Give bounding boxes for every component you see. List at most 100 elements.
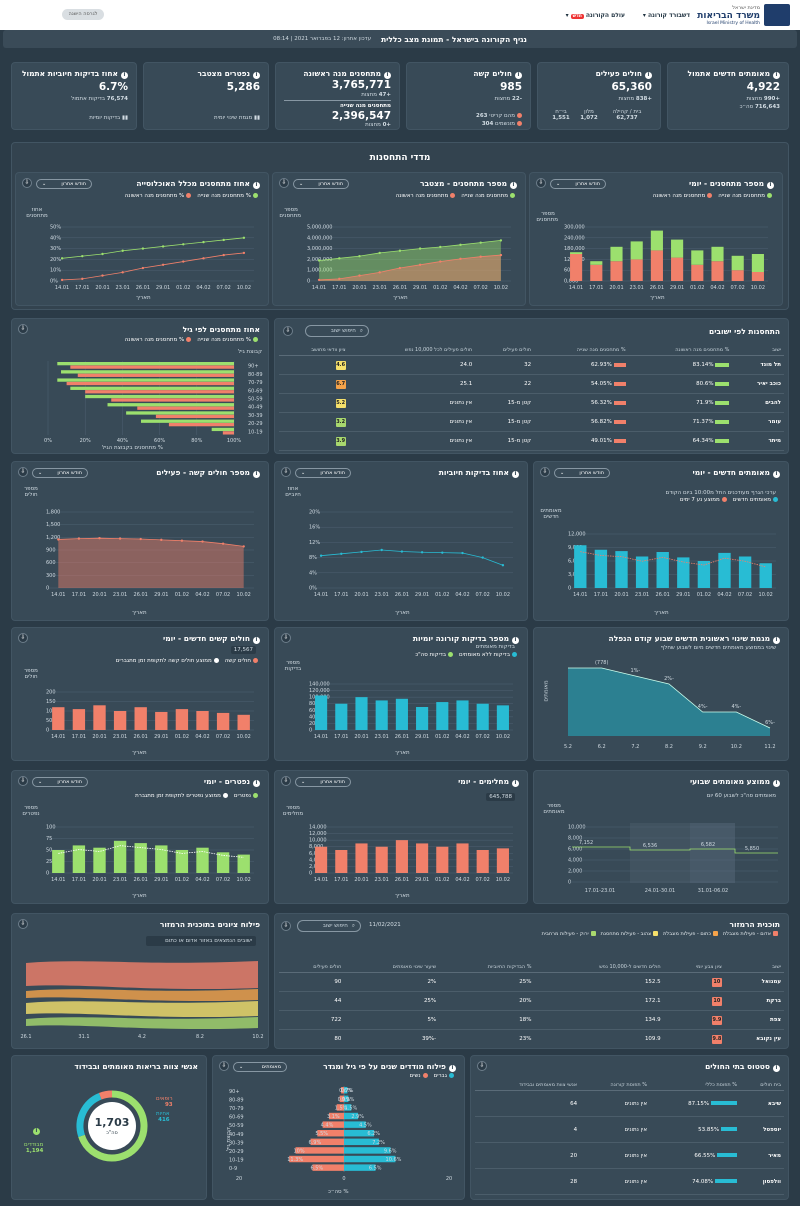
nav-corona-world[interactable]: עולם הקורונה חדש ▾ <box>565 12 625 19</box>
info-icon[interactable]: i <box>449 1065 456 1072</box>
old-version-button[interactable]: לגרסה הישנה <box>62 9 104 20</box>
positive-pct: 20% <box>439 991 535 1011</box>
info-icon[interactable]: i <box>253 780 260 787</box>
info-icon[interactable]: i <box>510 182 517 189</box>
table-row[interactable]: ברקת 10 172.1 20% 25% 44 <box>279 991 784 1011</box>
x-tick-label: 14.01 <box>314 592 328 598</box>
info-icon[interactable]: i <box>253 471 260 478</box>
table-row[interactable]: עמנואל 10 152.5 25% 2% 90 <box>279 972 784 992</box>
download-icon[interactable]: ⇩ <box>281 921 291 931</box>
x-tick-label: 04.02 <box>453 285 467 291</box>
bar-women <box>328 1112 344 1120</box>
info-icon[interactable]: i <box>773 780 780 787</box>
download-icon[interactable]: ⇩ <box>18 324 28 334</box>
info-icon[interactable]: i <box>773 637 780 644</box>
town-search-input[interactable]: ⌕ חיפוש ישוב <box>297 920 361 932</box>
chart-title: נפטרים - יומי <box>203 777 250 786</box>
download-icon[interactable]: ⇩ <box>281 633 291 643</box>
town-search-input[interactable]: ⌕ חיפוש ישוב <box>305 325 369 337</box>
table-row[interactable]: מאיר 66.55% אין נתונים 20 <box>475 1142 784 1169</box>
x-tick-label: 17.01 <box>334 877 348 883</box>
bar <box>175 709 189 730</box>
y-tick-label: 4,000,000 <box>307 235 332 241</box>
info-icon[interactable]: i <box>773 471 780 478</box>
info-icon[interactable]: i <box>773 1065 780 1072</box>
bar <box>671 239 684 258</box>
table-row[interactable]: צפת 9.9 134.9 18% 5% 722 <box>279 1010 784 1030</box>
women-pct-label: 3.1% <box>327 1114 340 1120</box>
x-tick-label: 14.01 <box>51 734 65 740</box>
daily-trend-link[interactable]: ▮▮ מגמת שינוי יומית <box>213 115 260 121</box>
table-row[interactable]: עומר 71.37% 56.82% קטן מ-15 אין נתונים 3… <box>279 412 784 432</box>
download-icon[interactable]: ⇩ <box>18 919 28 929</box>
bar <box>738 556 752 588</box>
x-tick-label: 14.01 <box>569 285 583 291</box>
men-pct-label: 9.6% <box>384 1148 397 1154</box>
info-icon[interactable]: i <box>33 1128 40 1135</box>
daily-tests-link[interactable]: ▮▮ בדיקות יומיות <box>89 115 128 121</box>
table-row[interactable]: עין נקובא 9.8 109.9 23% -39% 80 <box>279 1029 784 1048</box>
col-header: % הבדיקות החיוביות <box>439 962 535 973</box>
metric-dropdown[interactable]: מאומתים ⌄ <box>233 1062 287 1072</box>
general-occupancy: 74.08% <box>650 1168 741 1195</box>
download-icon[interactable]: ⇩ <box>477 1061 487 1071</box>
table-row[interactable]: מיתר 64.34% 49.01% קטן מ-15 אין נתונים 3… <box>279 431 784 451</box>
info-icon[interactable]: i <box>253 72 260 79</box>
download-icon[interactable]: ⇩ <box>18 776 28 786</box>
download-icon[interactable]: ⇩ <box>283 326 293 336</box>
download-icon[interactable]: ⇩ <box>18 633 28 643</box>
x-tick-label: 20% <box>80 438 91 444</box>
period-dropdown[interactable]: חודש אחרון ⌄ <box>295 777 351 787</box>
period-dropdown[interactable]: חודש אחרון ⌄ <box>554 468 610 478</box>
data-point <box>360 550 363 554</box>
y-tick-label: 12% <box>309 540 320 546</box>
ministry-logo-icon[interactable] <box>764 4 790 26</box>
bar <box>671 257 684 281</box>
download-icon[interactable]: ⇩ <box>18 467 28 477</box>
period-dropdown[interactable]: חודש אחרון ⌄ <box>550 179 606 189</box>
table-row[interactable]: כוכב יאיר 80.6% 54.05% 22 25.1 6.7 <box>279 374 784 394</box>
info-icon[interactable]: i <box>253 182 260 189</box>
info-icon[interactable]: i <box>515 72 522 79</box>
info-icon[interactable]: i <box>253 637 260 644</box>
info-icon[interactable]: i <box>512 780 519 787</box>
period-dropdown[interactable]: חודש אחרון ⌄ <box>293 179 349 189</box>
download-icon[interactable]: ⇩ <box>279 178 289 188</box>
download-icon[interactable]: ⇩ <box>281 776 291 786</box>
download-icon[interactable]: ⇩ <box>22 178 32 188</box>
info-icon[interactable]: i <box>512 471 519 478</box>
vacc-percent-chart-card: iאחוז מתחסנים מכלל האוכלוסייה ⇩ חודש אחר… <box>15 172 269 306</box>
table-row[interactable]: נתיבות 9.8 158.516% -12%971 <box>279 1049 784 1050</box>
table-row[interactable]: יוספטל 53.85% אין נתונים 4 <box>475 1116 784 1143</box>
download-icon[interactable]: ⇩ <box>219 1061 229 1071</box>
period-dropdown[interactable]: חודש אחרון ⌄ <box>36 179 92 189</box>
info-icon[interactable]: i <box>121 72 128 79</box>
y-tick-label: 150 <box>46 699 56 705</box>
bar <box>355 843 368 873</box>
age-label: 50-59 <box>229 1123 244 1129</box>
nav-dashboard[interactable]: דשבורד קורונה ▾ <box>642 12 690 19</box>
info-icon[interactable]: i <box>384 72 391 79</box>
table-row[interactable]: שיבא 87.15% אין נתונים 64 <box>475 1090 784 1117</box>
y-tick-label: 6,000 <box>568 847 582 853</box>
table-row[interactable]: תל מונד 83.14% 62.93% 32 24.0 4.6 <box>279 355 784 375</box>
score-layer <box>26 961 258 990</box>
info-icon[interactable]: i <box>512 637 519 644</box>
men-pct-label: 0.7% <box>341 1088 354 1094</box>
info-icon[interactable]: i <box>645 72 652 79</box>
period-dropdown[interactable]: חודש אחרון ⌄ <box>32 777 88 787</box>
download-icon[interactable]: ⇩ <box>281 467 291 477</box>
table-row[interactable]: וולפסון 74.08% אין נתונים 28 <box>475 1168 784 1195</box>
y-tick-label: 14,000 <box>309 825 327 831</box>
positive-pct: 16% <box>439 1049 534 1050</box>
table-row[interactable]: להבים 71.9% 56.32% קטן מ-15 אין נתונים 5… <box>279 393 784 413</box>
download-icon[interactable]: ⇩ <box>536 178 546 188</box>
period-dropdown[interactable]: חודש אחרון ⌄ <box>295 468 351 478</box>
deaths-chart-card: iנפטרים - יומי ⇩ חודש אחרון ⌄ נפטרים ממוצע… <box>11 770 269 904</box>
download-icon[interactable]: ⇩ <box>540 467 550 477</box>
info-icon[interactable]: i <box>773 72 780 79</box>
period-dropdown[interactable]: חודש אחרון ⌄ <box>32 468 88 478</box>
data-point <box>141 247 145 250</box>
data-point <box>317 278 321 282</box>
info-icon[interactable]: i <box>767 182 774 189</box>
